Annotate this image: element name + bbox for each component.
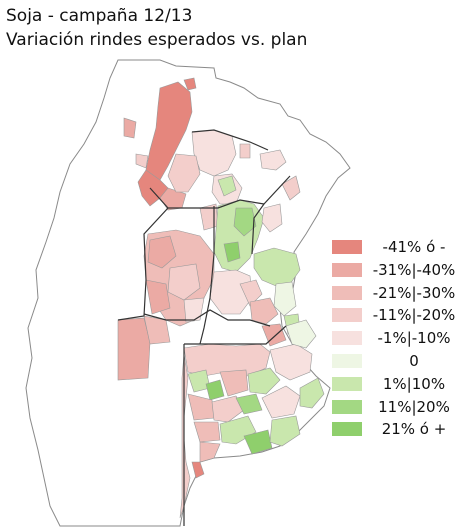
legend-swatch bbox=[332, 240, 362, 254]
title-line-2: Variación rindes esperados vs. plan bbox=[6, 30, 308, 50]
province-border-6 bbox=[251, 175, 291, 255]
region-ba-12 bbox=[261, 385, 301, 419]
region-sfe-n3 bbox=[223, 241, 241, 263]
legend-swatch bbox=[332, 399, 362, 414]
legend-swatch bbox=[332, 331, 362, 346]
region-ba-5 bbox=[247, 367, 281, 395]
map-regions bbox=[117, 77, 325, 519]
legend-label: -21%|-30% bbox=[372, 283, 456, 302]
legend-label: -1%|-10% bbox=[377, 329, 451, 348]
region-sl-1 bbox=[117, 317, 151, 381]
region-sfe-s2 bbox=[239, 279, 263, 307]
region-ba-14 bbox=[193, 421, 221, 443]
province-border-8 bbox=[191, 129, 269, 151]
region-er-2 bbox=[273, 281, 297, 317]
region-misiones bbox=[281, 175, 301, 201]
region-ba-4 bbox=[219, 369, 249, 397]
region-chaco-5 bbox=[239, 143, 251, 159]
title-line-1: Soja - campaña 12/13 bbox=[6, 6, 193, 26]
province-borders bbox=[117, 129, 291, 526]
province-border-7 bbox=[117, 187, 169, 321]
region-ba-11 bbox=[235, 393, 263, 415]
region-chaco-2 bbox=[167, 153, 201, 193]
region-cba-2 bbox=[147, 235, 177, 269]
legend-swatch bbox=[332, 376, 362, 391]
province-border-2 bbox=[199, 206, 215, 345]
legend-swatch bbox=[332, 285, 362, 300]
region-ba-17 bbox=[269, 415, 301, 447]
region-sfe-s1 bbox=[209, 269, 253, 315]
region-nw-3 bbox=[159, 187, 187, 211]
region-cba-5 bbox=[183, 297, 205, 323]
region-ba-18 bbox=[199, 441, 221, 463]
region-ba-13 bbox=[299, 377, 325, 409]
region-sl-2 bbox=[143, 315, 171, 345]
region-nw-1 bbox=[145, 81, 193, 189]
province-border-3 bbox=[143, 309, 271, 327]
legend-label: -11%|-20% bbox=[372, 306, 456, 325]
region-nw-5 bbox=[135, 153, 149, 169]
region-jujuy bbox=[183, 77, 197, 91]
region-formosa bbox=[259, 149, 287, 171]
legend-label: -31%|-40% bbox=[372, 260, 456, 279]
map-title: Soja - campaña 12/13 Variación rindes es… bbox=[6, 4, 307, 52]
legend-label: 0 bbox=[409, 351, 419, 370]
region-nw-4 bbox=[123, 117, 137, 139]
region-sfe-s3 bbox=[249, 297, 279, 325]
legend-swatch bbox=[332, 353, 362, 368]
region-ba-8 bbox=[261, 323, 287, 347]
region-sfe-n2 bbox=[233, 207, 257, 237]
legend-label: 21% ó + bbox=[381, 420, 447, 439]
region-ba-3 bbox=[205, 379, 225, 401]
region-ba-16 bbox=[243, 429, 273, 455]
legend-label: 1%|10% bbox=[382, 374, 446, 393]
province-border-5 bbox=[184, 325, 287, 345]
province-border-1 bbox=[168, 199, 265, 209]
region-chaco-4 bbox=[217, 175, 237, 197]
legend-label: -41% ó - bbox=[382, 238, 446, 256]
legend-swatch bbox=[332, 308, 362, 323]
region-cba-3 bbox=[167, 263, 201, 301]
region-corrientes bbox=[261, 203, 283, 233]
choropleth-map bbox=[25, 59, 351, 527]
legend-swatch bbox=[332, 422, 362, 437]
region-ba-19 bbox=[179, 353, 191, 519]
region-ba-7 bbox=[285, 319, 317, 349]
legend-label: 11%|20% bbox=[378, 397, 450, 416]
region-ba-10 bbox=[211, 395, 245, 423]
region-cba-4 bbox=[145, 279, 171, 315]
region-patagones bbox=[191, 461, 205, 479]
legend-swatch bbox=[332, 262, 362, 277]
